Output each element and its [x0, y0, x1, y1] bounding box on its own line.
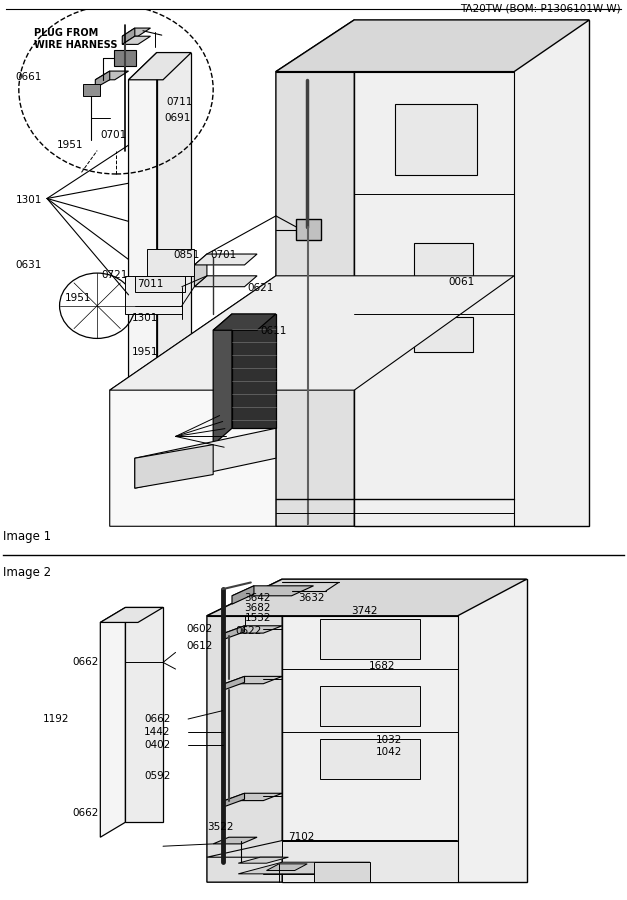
- Text: 0711: 0711: [166, 96, 192, 106]
- Polygon shape: [194, 254, 207, 287]
- Polygon shape: [224, 677, 282, 684]
- Bar: [414, 243, 473, 292]
- Polygon shape: [207, 580, 282, 882]
- Polygon shape: [135, 275, 185, 292]
- Text: 1532: 1532: [245, 614, 271, 624]
- Polygon shape: [232, 314, 276, 428]
- Text: 1951: 1951: [65, 292, 91, 302]
- Text: 7011: 7011: [137, 279, 163, 289]
- Text: 0851: 0851: [174, 250, 200, 260]
- Text: 0662: 0662: [72, 657, 98, 668]
- Text: Image 2: Image 2: [3, 566, 51, 579]
- Bar: [125, 275, 182, 314]
- Polygon shape: [238, 862, 370, 874]
- Text: 0661: 0661: [16, 72, 42, 82]
- Text: 0701: 0701: [210, 250, 236, 260]
- Polygon shape: [194, 275, 257, 287]
- Text: 1301: 1301: [16, 194, 42, 204]
- Text: 0701: 0701: [100, 130, 127, 140]
- Polygon shape: [135, 428, 276, 488]
- Polygon shape: [213, 314, 232, 445]
- Polygon shape: [122, 36, 150, 44]
- Text: 0592: 0592: [144, 770, 171, 780]
- Polygon shape: [122, 28, 150, 36]
- Polygon shape: [224, 793, 282, 801]
- Polygon shape: [207, 580, 527, 616]
- Text: 7102: 7102: [288, 832, 315, 842]
- Bar: [83, 84, 100, 96]
- Bar: [395, 104, 477, 176]
- Polygon shape: [95, 71, 110, 88]
- Text: 0631: 0631: [16, 260, 42, 270]
- Text: 3642: 3642: [245, 593, 271, 603]
- Text: Image 1: Image 1: [3, 529, 51, 543]
- Text: 0691: 0691: [164, 112, 191, 123]
- Polygon shape: [282, 580, 527, 882]
- Text: 3682: 3682: [245, 604, 271, 614]
- Text: 1951: 1951: [56, 140, 83, 150]
- Text: TA20TW (BOM: P1306101W W): TA20TW (BOM: P1306101W W): [460, 4, 621, 13]
- Text: 0721: 0721: [102, 270, 128, 280]
- Polygon shape: [224, 677, 245, 689]
- Polygon shape: [129, 52, 191, 80]
- Polygon shape: [95, 71, 129, 80]
- Text: 1682: 1682: [369, 661, 395, 670]
- Polygon shape: [194, 254, 257, 265]
- Text: 0061: 0061: [448, 277, 475, 287]
- Text: 3632: 3632: [298, 593, 324, 603]
- Polygon shape: [224, 626, 282, 633]
- Text: 1032: 1032: [376, 735, 403, 745]
- Polygon shape: [122, 28, 135, 44]
- Text: 1042: 1042: [376, 747, 403, 757]
- Polygon shape: [135, 445, 213, 488]
- Bar: [320, 619, 420, 659]
- Bar: [320, 686, 420, 725]
- Polygon shape: [266, 864, 307, 870]
- Bar: [296, 219, 321, 240]
- Text: 1951: 1951: [132, 347, 158, 357]
- Text: 0662: 0662: [72, 808, 98, 818]
- Polygon shape: [276, 20, 589, 72]
- Polygon shape: [232, 586, 314, 596]
- Polygon shape: [224, 793, 245, 806]
- Text: 0611: 0611: [260, 327, 287, 337]
- Polygon shape: [100, 608, 125, 837]
- Polygon shape: [213, 837, 257, 844]
- Text: 0622: 0622: [236, 626, 262, 636]
- Text: 3522: 3522: [207, 823, 233, 832]
- Text: 1442: 1442: [144, 727, 171, 737]
- Bar: [320, 739, 420, 778]
- Polygon shape: [157, 52, 191, 379]
- Polygon shape: [232, 586, 254, 604]
- Polygon shape: [207, 841, 458, 857]
- Polygon shape: [213, 314, 276, 330]
- Polygon shape: [100, 608, 163, 623]
- Text: 1301: 1301: [132, 313, 158, 323]
- Polygon shape: [129, 52, 157, 407]
- Text: 3742: 3742: [351, 606, 377, 616]
- Text: 0662: 0662: [144, 714, 171, 724]
- Text: 1192: 1192: [43, 714, 69, 724]
- Text: 0621: 0621: [248, 283, 274, 293]
- Bar: [314, 861, 370, 881]
- Polygon shape: [110, 275, 514, 391]
- Text: 0602: 0602: [187, 624, 213, 634]
- Polygon shape: [276, 20, 354, 526]
- Polygon shape: [224, 626, 245, 639]
- Polygon shape: [125, 608, 163, 823]
- Bar: [114, 50, 136, 67]
- Bar: [414, 317, 473, 352]
- Text: 0612: 0612: [187, 642, 213, 652]
- Text: PLUG FROM
WIRE HARNESS: PLUG FROM WIRE HARNESS: [34, 28, 118, 50]
- Polygon shape: [110, 275, 276, 526]
- Polygon shape: [354, 20, 589, 526]
- Bar: [282, 841, 458, 882]
- Polygon shape: [147, 248, 194, 275]
- Text: 0402: 0402: [144, 740, 171, 750]
- Polygon shape: [238, 857, 288, 863]
